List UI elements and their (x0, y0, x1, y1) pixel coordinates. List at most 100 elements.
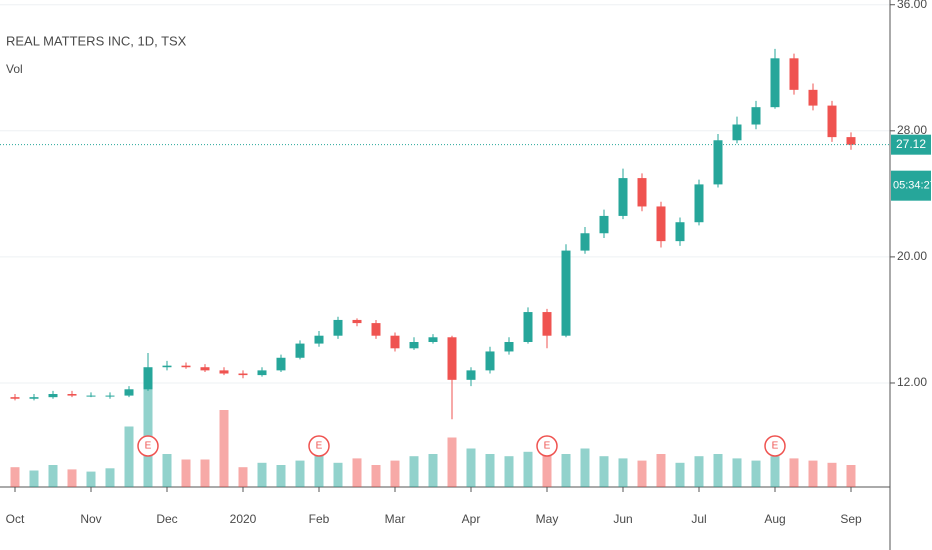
candle-body (276, 357, 286, 371)
x-tick-label: Oct (6, 512, 25, 526)
earnings-marker (764, 435, 786, 457)
candle-body (751, 107, 761, 125)
volume-bar (10, 467, 20, 487)
countdown-label: 05:34:27 (893, 180, 932, 192)
volume-bar (48, 465, 58, 487)
volume-bar (808, 460, 818, 487)
x-tick-label: Jul (691, 512, 706, 526)
x-tick-label: Feb (309, 512, 330, 526)
candle-body (390, 335, 400, 349)
y-tick-label: 36.00 (897, 0, 927, 11)
candle-body (523, 312, 533, 343)
volume-bar (485, 454, 495, 487)
volume-bar (238, 467, 248, 487)
candle-body (618, 178, 628, 216)
volume-bar (390, 460, 400, 487)
volume-bar (371, 465, 381, 487)
volume-label: Vol (6, 62, 23, 76)
candle-body (808, 89, 818, 106)
candle-body (162, 365, 172, 368)
candle-body (504, 342, 514, 352)
volume-bar (162, 454, 172, 487)
volume-bar (694, 456, 704, 487)
volume-bar (200, 459, 210, 487)
earnings-label: E (316, 441, 323, 452)
volume-bar (409, 456, 419, 487)
candle-body (732, 124, 742, 141)
x-tick-label: Nov (80, 512, 101, 526)
x-tick-label: Apr (462, 512, 481, 526)
volume-bar (618, 458, 628, 487)
volume-bar (295, 460, 305, 487)
candle-body (48, 394, 58, 398)
earnings-marker (137, 435, 159, 457)
candle-body (314, 335, 324, 344)
last-price-label: 27.12 (896, 137, 926, 151)
countdown-box (891, 170, 931, 201)
earnings-marker (536, 435, 558, 457)
y-tick-label: 12.00 (897, 375, 927, 389)
volume-bar (637, 460, 647, 487)
volume-bar (789, 458, 799, 487)
earnings-marker (308, 435, 330, 457)
volume-bar (751, 460, 761, 487)
volume-bar (580, 448, 590, 487)
volume-bar (143, 382, 153, 487)
volume-bar (276, 465, 286, 487)
y-tick-label: 20.00 (897, 249, 927, 263)
volume-bar (542, 443, 552, 487)
volume-bar (105, 468, 115, 487)
candle-body (713, 140, 723, 185)
volume-bar (181, 459, 191, 487)
x-tick-label: Dec (156, 512, 177, 526)
candle-body (219, 370, 229, 374)
candle-body (333, 319, 343, 336)
volume-bar (732, 458, 742, 487)
x-tick-label: Jun (613, 512, 632, 526)
earnings-label: E (772, 441, 779, 452)
volume-bar (504, 456, 514, 487)
candle-body (352, 319, 362, 324)
candle-body (770, 58, 780, 108)
volume-bar (29, 470, 39, 487)
x-tick-label: 2020 (230, 512, 257, 526)
volume-bar (447, 437, 457, 487)
earnings-label: E (145, 441, 152, 452)
y-tick-label: 28.00 (897, 123, 927, 137)
candle-body (295, 343, 305, 358)
candle-body (580, 233, 590, 251)
chart-title: REAL MATTERS INC, 1D, TSX (6, 33, 187, 48)
volume-bar (124, 426, 134, 487)
volume-bar (656, 454, 666, 487)
candle-body (200, 367, 210, 371)
candle-body (637, 178, 647, 207)
candle-body (846, 137, 856, 145)
volume-bar (561, 454, 571, 487)
candle-body (789, 58, 799, 90)
volume-bar (466, 448, 476, 487)
x-tick-label: Mar (385, 512, 406, 526)
candle-body (675, 222, 685, 242)
candle-body (542, 312, 552, 336)
candle-body (694, 184, 704, 223)
candle-body (656, 206, 666, 242)
volume-bar (314, 454, 324, 487)
candle-body (124, 389, 134, 396)
candle-body (86, 395, 96, 397)
candle-body (409, 342, 419, 349)
volume-bar (827, 462, 837, 487)
candle-body (257, 370, 267, 376)
candle-body (371, 323, 381, 336)
earnings-label: E (544, 441, 551, 452)
volume-bar (523, 451, 533, 487)
volume-bar (257, 462, 267, 487)
x-tick-label: Aug (764, 512, 785, 526)
volume-bar (675, 462, 685, 487)
candle-body (105, 395, 115, 397)
volume-bar (770, 456, 780, 487)
candle-body (67, 394, 77, 396)
volume-bar (846, 465, 856, 487)
candle-body (238, 373, 248, 376)
x-tick-label: Sep (840, 512, 862, 526)
